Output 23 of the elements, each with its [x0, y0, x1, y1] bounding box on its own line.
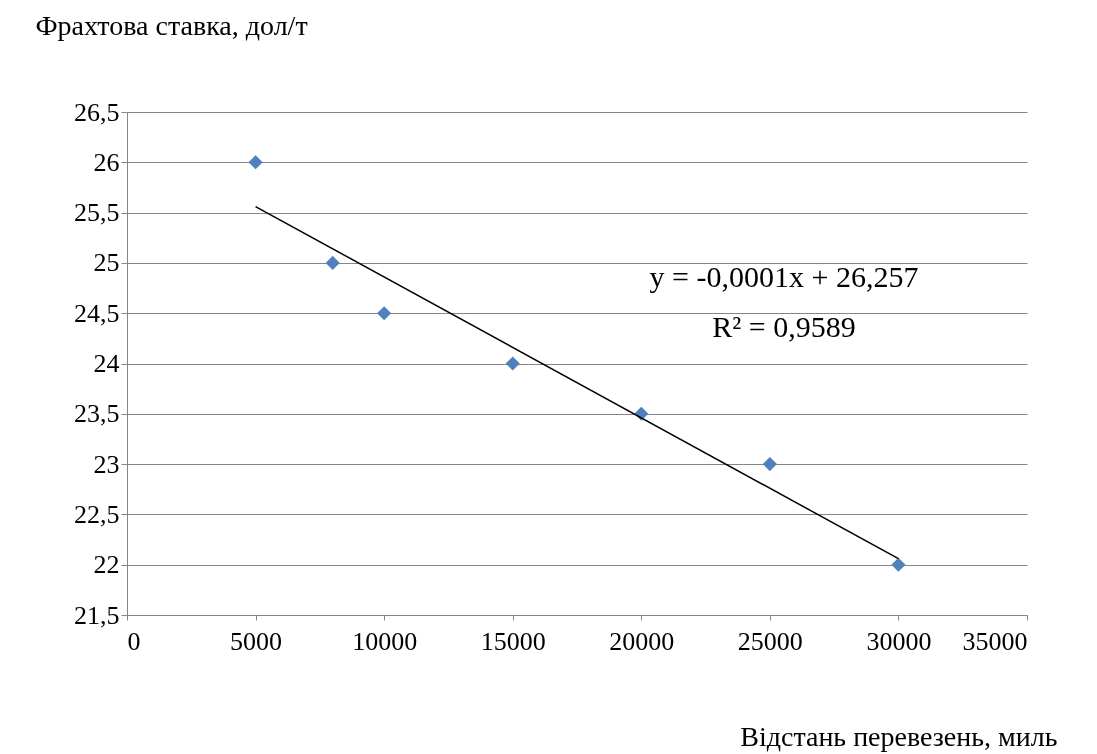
y-axis-title: Фрахтова ставка, дол/т	[35, 9, 308, 41]
x-tick-label: 20000	[609, 626, 675, 656]
y-tick-label: 23,5	[74, 399, 120, 429]
y-tick-label: 24	[93, 349, 120, 378]
x-tick-label: 10000	[352, 626, 418, 656]
y-tick-label: 23	[93, 449, 120, 479]
y-tick-label: 21,5	[74, 600, 120, 630]
annotation: y = -0,0001x + 26,257	[649, 259, 919, 293]
y-tick-label: 26	[93, 147, 120, 177]
y-tick-label: 24,5	[74, 298, 120, 328]
x-tick-label: 15000	[480, 626, 546, 656]
x-tick-label: 35000	[962, 626, 1028, 656]
y-tick-label: 22,5	[74, 499, 120, 529]
y-tick-label: 26,5	[74, 97, 120, 127]
x-tick-label: 0	[127, 626, 141, 656]
x-tick-label: 25000	[737, 626, 803, 656]
y-tick-label: 25,5	[74, 198, 120, 228]
x-tick-label: 5000	[230, 626, 283, 656]
y-tick-label: 22	[93, 550, 120, 580]
x-axis-title: Відстань перевезень, миль	[740, 720, 1058, 752]
y-tick-label: 25	[93, 248, 120, 278]
x-tick-label: 30000	[866, 626, 932, 656]
annotation: R² = 0,9589	[712, 310, 856, 344]
